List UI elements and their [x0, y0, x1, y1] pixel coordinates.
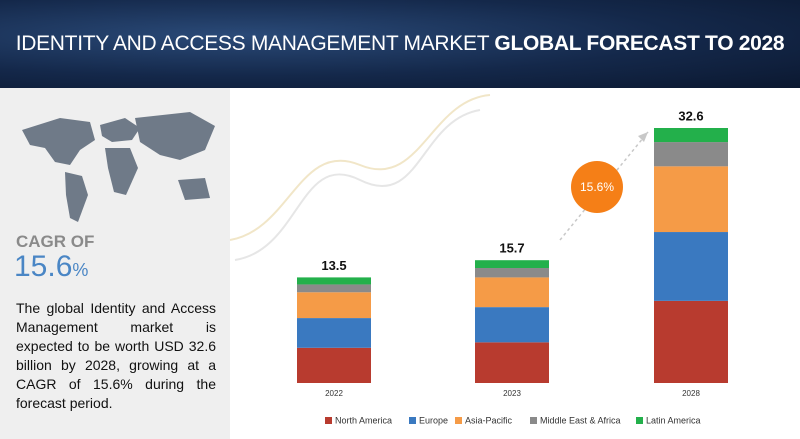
- legend-label: Middle East & Africa: [540, 415, 621, 425]
- bar-segment: [475, 260, 549, 269]
- title-part: GLOBAL FORECAST TO 2028: [494, 32, 785, 55]
- bar-segment: [654, 300, 728, 383]
- x-tick-label: 2028: [682, 389, 700, 398]
- bar-segment: [297, 284, 371, 293]
- legend-label: Europe: [419, 415, 448, 425]
- legend-swatch: [455, 417, 462, 424]
- x-tick-label: 2022: [325, 389, 343, 398]
- legend-swatch: [636, 417, 643, 424]
- decor-curve: [229, 94, 491, 241]
- decor-curve: [234, 109, 481, 261]
- annotation: 15.6%: [580, 180, 614, 194]
- trend-arrow: [559, 131, 649, 241]
- bar-segment: [475, 277, 549, 308]
- bar-segment: [654, 142, 728, 167]
- bar-segment: [654, 232, 728, 301]
- description: The global Identity and Access Managemen…: [16, 300, 216, 411]
- bar-segment: [475, 307, 549, 343]
- bar-segment: [654, 166, 728, 233]
- bar-segment: [297, 318, 371, 348]
- bar-segment: [475, 342, 549, 383]
- arrow-head: [638, 132, 648, 142]
- legend-swatch: [409, 417, 416, 424]
- bar-segment: [475, 268, 549, 278]
- cagr-bubble: [571, 161, 623, 213]
- legend-label: Asia-Pacific: [465, 415, 513, 425]
- total-label: 15.7: [499, 241, 524, 256]
- bar-segment: [297, 277, 371, 285]
- title-part: IDENTITY AND ACCESS MANAGEMENT MARKET: [15, 32, 489, 55]
- cagr-value: 15.6%: [14, 250, 88, 284]
- title: IDENTITY AND ACCESS MANAGEMENT MARKET GL…: [0, 32, 800, 56]
- world-map: [22, 112, 215, 222]
- legend-label: North America: [335, 415, 392, 425]
- x-tick-label: 2023: [503, 389, 521, 398]
- total-label: 32.6: [678, 108, 703, 123]
- cagr-label: CAGR OF: [16, 232, 95, 251]
- legend-swatch: [530, 417, 537, 424]
- bar-segment: [297, 292, 371, 319]
- cagr-unit: %: [72, 260, 89, 280]
- legend-label: Latin America: [646, 415, 701, 425]
- legend-swatch: [325, 417, 332, 424]
- header: [0, 0, 800, 88]
- cagr-number: 15.6: [14, 250, 73, 283]
- total-label: 13.5: [321, 258, 346, 273]
- bar-segment: [297, 347, 371, 383]
- bar-segment: [654, 128, 728, 143]
